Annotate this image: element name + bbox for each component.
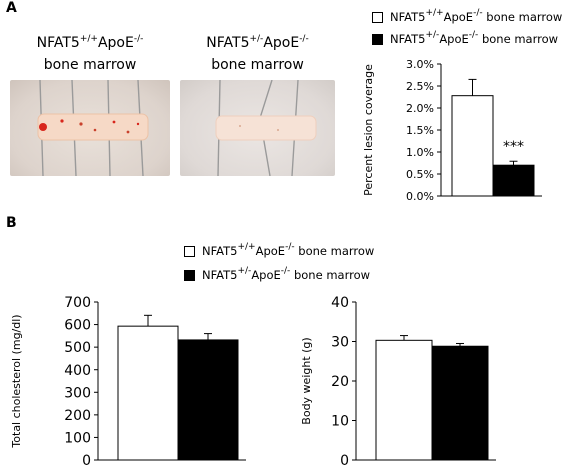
chart-3-bar-1 — [375, 339, 433, 461]
aorta-photo-heterozygous-drawing — [215, 80, 317, 176]
image-caption-wildtype: NFAT5+/+ApoE-/- bone marrow — [36, 34, 144, 74]
chart-1-ylabel: Percent lesion coverage — [362, 64, 375, 196]
legend-b-item-heterozygous: NFAT5+/-ApoE-/- bone marrow — [184, 266, 374, 284]
chart-2-ytick-label-4: 300 — [64, 385, 91, 401]
chart-3-bar-2 — [431, 345, 489, 461]
chart-2-ytick-label-3: 200 — [64, 408, 91, 424]
legend-swatch-heterozygous — [372, 33, 383, 45]
legend-label-wildtype: NFAT5+/+ApoE-/- bone marrow — [390, 8, 563, 25]
chart-2-ytick-label-2: 100 — [64, 430, 91, 446]
legend-b-swatch-wildtype — [184, 245, 195, 257]
chart-2-bar-2 — [177, 339, 239, 461]
chart-1-ytick-label-3: 1.0% — [406, 146, 434, 159]
chart-1-ytick-label-6: 2.5% — [406, 80, 434, 93]
legend-label-heterozygous: NFAT5+/-ApoE-/- bone marrow — [390, 30, 559, 47]
legend-item-wildtype: NFAT5+/+ApoE-/- bone marrow — [372, 8, 562, 26]
chart-1-ytick-label-7: 3.0% — [406, 58, 434, 71]
legend-b-item-wildtype: NFAT5+/+ApoE-/- bone marrow — [184, 242, 374, 260]
legend-b: NFAT5+/+ApoE-/- bone marrow NFAT5+/-ApoE… — [184, 242, 374, 284]
chart-2-ytick-label-1: 0 — [82, 453, 91, 468]
aorta-photo-wildtype — [10, 80, 170, 176]
chart-2-ytick-label-7: 600 — [64, 318, 91, 334]
chart-3-ytick-label-1: 0 — [340, 453, 349, 468]
legend-b-label-heterozygous: NFAT5+/-ApoE-/- bone marrow — [202, 266, 371, 283]
chart-1-significance-label: *** — [503, 139, 524, 155]
aorta-photo-heterozygous — [180, 80, 335, 176]
legend-item-heterozygous: NFAT5+/-ApoE-/- bone marrow — [372, 30, 562, 48]
chart-2-bar-1 — [117, 325, 179, 461]
legend-swatch-wildtype — [372, 11, 383, 23]
chart-1-ytick-label-2: 0.5% — [406, 168, 434, 181]
panel-label-a: A — [6, 0, 17, 16]
chart-3-ytick-label-3: 20 — [331, 374, 349, 390]
panel-label-b: B — [6, 215, 17, 231]
chart-2-ytick-label-6: 500 — [64, 340, 91, 356]
chart-3-ytick-label-5: 40 — [331, 295, 349, 311]
chart-3-ytick-label-4: 30 — [331, 335, 349, 351]
image-caption-heterozygous: NFAT5+/-ApoE-/- bone marrow — [206, 34, 309, 74]
chart-2-ylabel: Total cholesterol (mg/dl) — [10, 314, 23, 448]
chart-1-ytick-label-4: 1.5% — [406, 124, 434, 137]
chart-2-ytick-label-5: 400 — [64, 363, 91, 379]
aorta-photo-wildtype-drawing — [37, 80, 149, 176]
chart-3-ytick-label-2: 10 — [331, 414, 349, 430]
chart-1-bar-2 — [492, 164, 535, 197]
legend-b-swatch-heterozygous — [184, 269, 195, 281]
chart-1-bar-1 — [451, 95, 494, 197]
chart-3-ylabel: Body weight (g) — [300, 337, 313, 424]
legend-a: NFAT5+/+ApoE-/- bone marrow NFAT5+/-ApoE… — [372, 8, 562, 48]
chart-2-ytick-label-8: 700 — [64, 295, 91, 311]
chart-1-ytick-label-5: 2.0% — [406, 102, 434, 115]
chart-1-ytick-label-1: 0.0% — [406, 190, 434, 203]
legend-b-label-wildtype: NFAT5+/+ApoE-/- bone marrow — [202, 242, 375, 259]
